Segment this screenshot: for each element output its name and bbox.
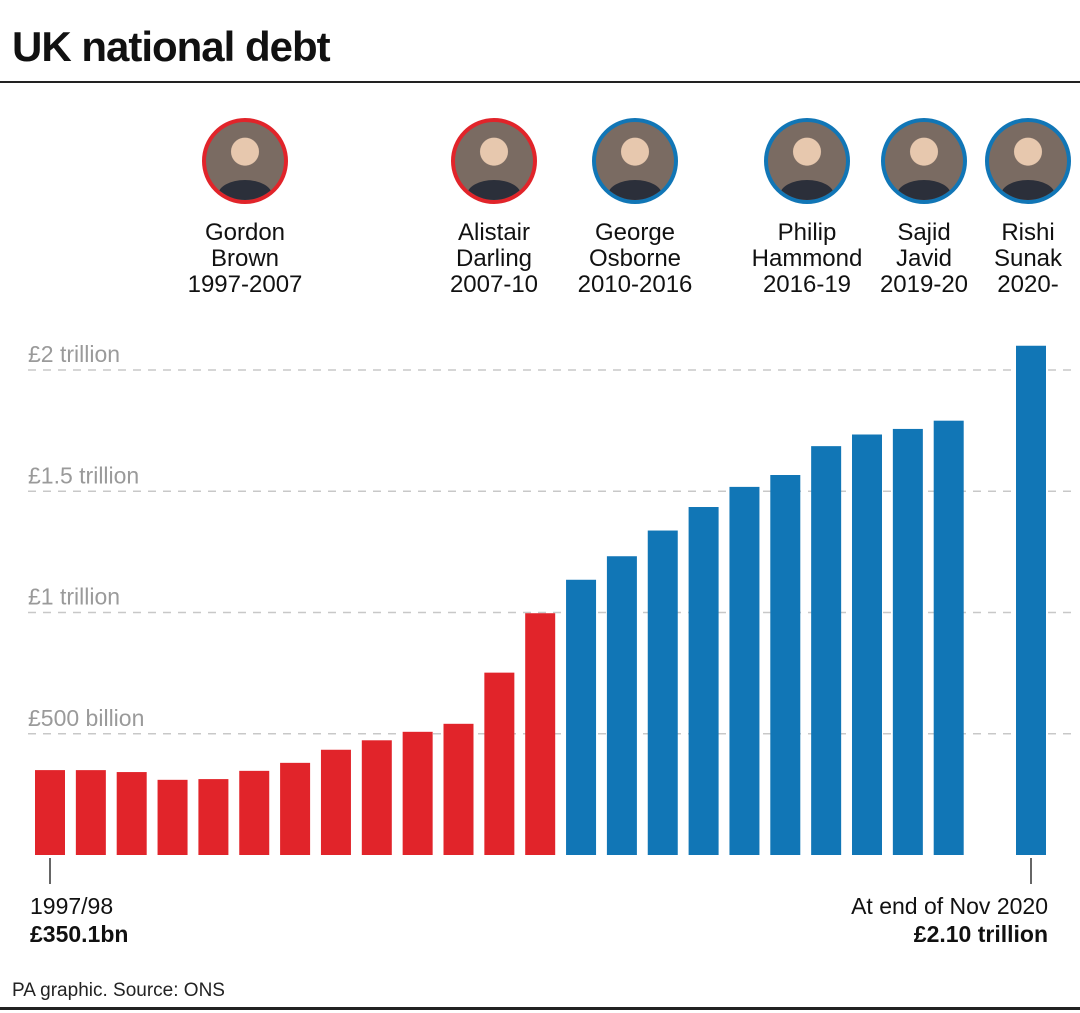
portrait-icon <box>764 118 850 204</box>
chancellor-hammond: Philip Hammond 2016-19 <box>732 118 882 298</box>
bar <box>811 446 842 855</box>
chancellor-name: Gordon Brown 1997-2007 <box>170 220 320 298</box>
bar <box>35 770 65 855</box>
bar <box>852 434 882 855</box>
chancellor-brown: Gordon Brown 1997-2007 <box>170 118 320 298</box>
chancellor-name: George Osborne 2010-2016 <box>560 220 710 298</box>
bar <box>443 723 474 855</box>
portrait-icon <box>985 118 1071 204</box>
chancellor-first: Rishi <box>1001 219 1055 246</box>
bar <box>729 486 760 855</box>
chancellor-years: 1997-2007 <box>187 271 303 298</box>
title-divider <box>0 81 1080 83</box>
chancellor-last: Hammond <box>751 245 863 272</box>
bar <box>116 772 147 855</box>
chancellor-years: 2019-20 <box>879 271 969 298</box>
chancellor-darling: Alistair Darling 2007-10 <box>419 118 569 298</box>
chancellor-years: 2010-2016 <box>577 271 693 298</box>
chancellor-first: Sajid <box>897 219 951 246</box>
start-label: 1997/98 <box>30 893 113 919</box>
chancellor-years: 2020- <box>997 271 1059 298</box>
y-tick-label: £500 billion <box>28 705 144 731</box>
source-note: PA graphic. Source: ONS <box>12 980 225 1001</box>
portrait-icon <box>202 118 288 204</box>
bottom-divider <box>0 1007 1080 1010</box>
chancellor-first: Philip <box>777 219 837 246</box>
debt-bar-chart: £500 billion £1 trillion £1.5 trillion £2 t… <box>28 341 1078 947</box>
bar <box>75 770 106 855</box>
chancellor-name: Rishi Sunak 2020- <box>953 220 1080 298</box>
bar <box>402 731 433 855</box>
bar <box>892 428 923 855</box>
bar <box>320 749 351 855</box>
bar <box>566 579 597 855</box>
chancellor-last: Osborne <box>588 245 682 272</box>
chancellor-sunak: Rishi Sunak 2020- <box>953 118 1080 298</box>
portrait-icon <box>451 118 537 204</box>
chancellor-first: Alistair <box>457 219 530 246</box>
portrait-icon <box>881 118 967 204</box>
bar <box>525 613 556 855</box>
chancellor-years: 2016-19 <box>762 271 852 298</box>
chancellor-last: Javid <box>895 245 953 272</box>
bar <box>1016 345 1046 855</box>
bar <box>770 475 801 855</box>
bar <box>239 770 270 855</box>
bar <box>361 740 392 855</box>
chancellor-name: Sajid Javid 2019-20 <box>849 220 999 298</box>
bar <box>647 530 678 855</box>
end-label: At end of Nov 2020 <box>851 893 1048 919</box>
chancellor-last: Brown <box>210 245 280 272</box>
chancellor-name: Alistair Darling 2007-10 <box>419 220 569 298</box>
annotations: 1997/98£350.1bn At end of Nov 2020£2.10 t… <box>30 858 1048 947</box>
chancellor-first: George <box>594 219 676 246</box>
bar <box>933 420 964 855</box>
chancellor-last: Darling <box>455 245 533 272</box>
chancellor-years: 2007-10 <box>449 271 539 298</box>
page-title: UK national debt <box>12 23 331 70</box>
chancellor-osborne: George Osborne 2010-2016 <box>560 118 710 298</box>
end-value: £2.10 trillion <box>914 921 1048 947</box>
bar <box>606 556 637 855</box>
bar <box>198 779 229 855</box>
chancellor-last: Sunak <box>993 245 1063 272</box>
y-tick-label: £1 trillion <box>28 584 120 610</box>
bar <box>157 779 188 855</box>
y-tick-label: £1.5 trillion <box>28 462 139 488</box>
chancellor-javid: Sajid Javid 2019-20 <box>849 118 999 298</box>
bar <box>688 507 719 855</box>
bars <box>35 345 1046 855</box>
bar <box>280 762 311 855</box>
chancellor-name: Philip Hammond 2016-19 <box>732 220 882 298</box>
y-tick-label: £2 trillion <box>28 341 120 367</box>
bar <box>484 672 515 855</box>
chancellor-first: Gordon <box>204 219 286 246</box>
portrait-icon <box>592 118 678 204</box>
start-value: £350.1bn <box>30 921 128 947</box>
